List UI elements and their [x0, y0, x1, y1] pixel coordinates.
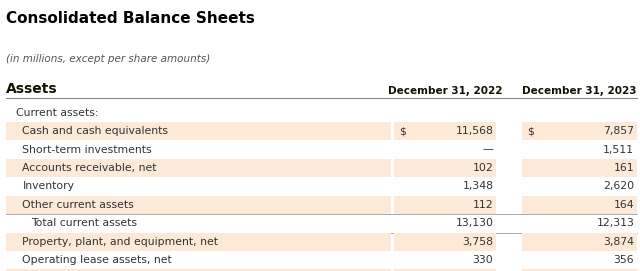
Text: Cash and cash equivalents: Cash and cash equivalents: [22, 126, 168, 136]
Text: Accounts receivable, net: Accounts receivable, net: [22, 163, 157, 173]
Text: 3,874: 3,874: [604, 237, 634, 247]
Text: 7,857: 7,857: [604, 126, 634, 136]
Text: 1,348: 1,348: [463, 182, 493, 191]
Text: Inventory: Inventory: [22, 182, 74, 191]
Text: $: $: [399, 126, 406, 136]
Text: 330: 330: [473, 255, 493, 265]
Text: December 31, 2023: December 31, 2023: [522, 86, 636, 96]
Text: 102: 102: [473, 163, 493, 173]
Text: —: —: [483, 145, 493, 154]
Text: 112: 112: [473, 200, 493, 210]
Text: Short-term investments: Short-term investments: [22, 145, 152, 154]
Text: 3,758: 3,758: [463, 237, 493, 247]
Text: December 31, 2022: December 31, 2022: [388, 86, 502, 96]
Text: Other current assets: Other current assets: [22, 200, 134, 210]
Text: $: $: [527, 126, 534, 136]
Text: 161: 161: [614, 163, 634, 173]
Text: Operating lease assets, net: Operating lease assets, net: [22, 255, 172, 265]
Text: 164: 164: [614, 200, 634, 210]
Text: 11,568: 11,568: [456, 126, 493, 136]
Text: Property, plant, and equipment, net: Property, plant, and equipment, net: [22, 237, 218, 247]
Text: 1,511: 1,511: [604, 145, 634, 154]
Text: 356: 356: [614, 255, 634, 265]
Text: Assets: Assets: [6, 82, 58, 96]
Text: 12,313: 12,313: [596, 218, 634, 228]
Text: (in millions, except per share amounts): (in millions, except per share amounts): [6, 54, 211, 64]
Text: Consolidated Balance Sheets: Consolidated Balance Sheets: [6, 11, 255, 26]
Text: Total current assets: Total current assets: [31, 218, 137, 228]
Text: 13,130: 13,130: [456, 218, 493, 228]
Text: Current assets:: Current assets:: [16, 108, 99, 118]
Text: 2,620: 2,620: [603, 182, 634, 191]
